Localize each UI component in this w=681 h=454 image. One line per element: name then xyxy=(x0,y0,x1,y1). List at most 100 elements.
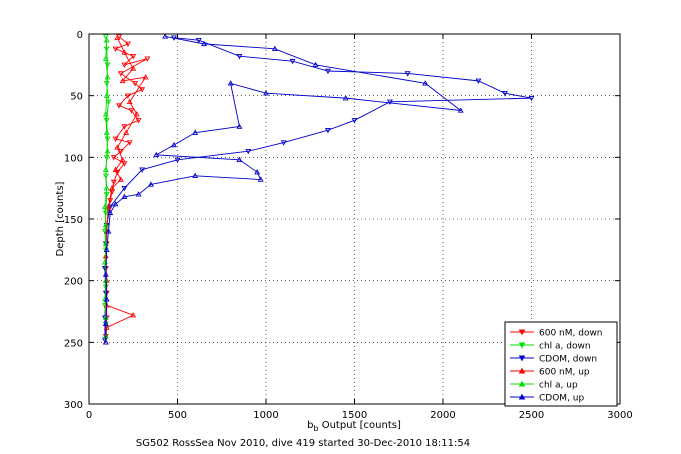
data-point xyxy=(103,81,110,87)
data-point xyxy=(227,80,234,86)
data-point xyxy=(103,185,110,191)
figure-caption: SG502 RossSea Nov 2010, dive 419 started… xyxy=(136,438,470,449)
x-tick-label: 0 xyxy=(86,410,92,421)
data-point xyxy=(162,33,169,39)
legend-label: chl a, up xyxy=(539,381,578,391)
x-tick-label: 2500 xyxy=(519,410,544,421)
data-point xyxy=(119,156,126,163)
data-point xyxy=(102,320,109,327)
data-point xyxy=(121,62,128,68)
data-point xyxy=(102,55,109,61)
data-point xyxy=(117,148,124,155)
data-point xyxy=(121,49,128,55)
data-point xyxy=(119,77,126,84)
legend-marker xyxy=(518,393,526,400)
data-point xyxy=(109,185,115,191)
data-point xyxy=(170,141,177,148)
data-point xyxy=(404,71,411,77)
data-point xyxy=(342,95,349,101)
legend-label: chl a, down xyxy=(539,342,591,352)
legend-marker xyxy=(518,367,526,374)
data-point xyxy=(121,185,128,192)
legend-item: 600 nM, down xyxy=(510,329,603,339)
y-tick-label: 300 xyxy=(64,400,83,411)
data-point xyxy=(102,210,109,216)
legend-item: chl a, down xyxy=(510,342,591,352)
series-layer xyxy=(101,33,535,345)
data-point xyxy=(147,181,154,187)
series-cdom-up xyxy=(102,33,464,345)
legend-item: 600 nM, up xyxy=(510,368,590,378)
data-point xyxy=(139,167,146,173)
x-tick-label: 3000 xyxy=(607,410,632,421)
data-point xyxy=(128,108,135,114)
data-point xyxy=(110,155,117,161)
data-point xyxy=(192,129,199,135)
data-point xyxy=(105,99,112,105)
data-point xyxy=(130,65,137,71)
legend-label: CDOM, down xyxy=(539,355,597,365)
y-tick-label: 0 xyxy=(77,30,83,41)
data-point xyxy=(139,87,146,93)
x-tick-label: 1500 xyxy=(342,410,367,421)
data-point xyxy=(101,203,108,209)
legend-marker xyxy=(518,329,526,336)
data-point xyxy=(102,166,109,172)
data-point xyxy=(195,37,202,44)
data-point xyxy=(102,111,109,117)
data-point xyxy=(236,123,243,129)
ticks: 0 500 1000 1500 2000 2500 3000 0 50 100 150 200 250 3… xyxy=(64,30,633,421)
data-point xyxy=(174,157,181,163)
data-point xyxy=(142,74,149,80)
data-point xyxy=(144,56,151,62)
legend-item: CDOM, down xyxy=(510,355,597,365)
data-point xyxy=(236,53,243,60)
data-point xyxy=(103,296,110,302)
data-point xyxy=(351,118,358,124)
data-point xyxy=(201,40,208,47)
data-point xyxy=(236,156,243,163)
data-point xyxy=(132,81,138,87)
data-point xyxy=(103,246,110,253)
legend-label: 600 nM, up xyxy=(539,368,590,378)
legend: 600 nM, down chl a, down CDOM, down 600 nM,… xyxy=(504,321,618,407)
data-point xyxy=(257,176,264,182)
data-point xyxy=(324,127,331,134)
data-point xyxy=(107,204,114,210)
data-point xyxy=(105,203,112,209)
data-point xyxy=(123,129,130,135)
data-point xyxy=(245,148,252,155)
x-tick-label: 500 xyxy=(168,410,187,421)
data-point xyxy=(528,95,535,102)
data-point xyxy=(135,118,142,124)
data-point xyxy=(126,140,133,146)
data-point xyxy=(107,209,114,216)
legend-item: CDOM, up xyxy=(510,394,584,404)
data-point xyxy=(254,169,261,175)
legend-label: 600 nM, down xyxy=(539,329,603,339)
data-point xyxy=(126,98,133,105)
series-line xyxy=(104,40,109,337)
data-point xyxy=(114,144,121,150)
data-point xyxy=(121,193,128,200)
legend-marker xyxy=(518,355,526,362)
data-point xyxy=(112,136,119,142)
data-point xyxy=(386,99,393,105)
y-tick-label: 150 xyxy=(64,215,83,226)
data-point xyxy=(263,90,269,96)
data-point xyxy=(104,136,111,142)
data-point xyxy=(117,71,124,77)
data-point xyxy=(102,34,109,40)
data-point xyxy=(116,103,123,109)
y-tick-label: 50 xyxy=(70,92,83,103)
data-point xyxy=(102,271,109,277)
data-point xyxy=(153,151,160,158)
data-point xyxy=(104,74,111,80)
data-point xyxy=(422,80,429,86)
data-point xyxy=(117,176,124,182)
data-point xyxy=(135,191,142,197)
data-point xyxy=(130,312,137,318)
legend-box xyxy=(504,321,618,407)
data-point xyxy=(121,124,128,130)
